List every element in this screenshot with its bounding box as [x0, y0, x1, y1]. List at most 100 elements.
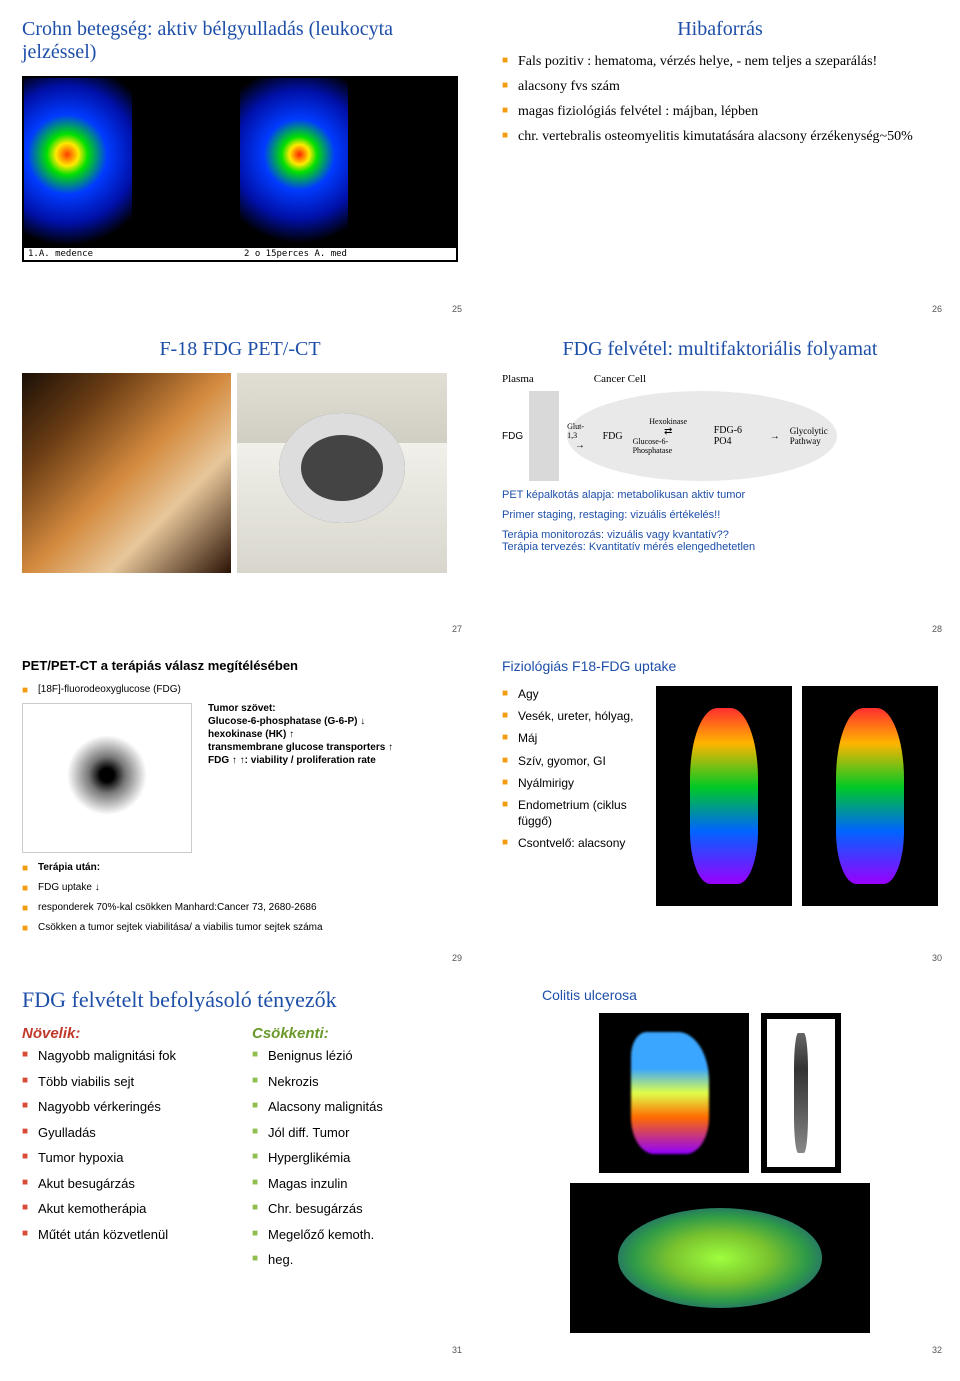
bullet-item: Nagyobb malignitási fok: [22, 1046, 228, 1066]
tumor-line: hexokinase (HK) ↑: [208, 729, 458, 740]
slide-number: 25: [452, 304, 462, 314]
bullet-item: Benignus lézió: [252, 1046, 458, 1066]
bullet-list: Fals pozitiv : hematoma, vérzés helye, -…: [502, 53, 938, 147]
page-grid: Crohn betegség: aktiv bélgyulladás (leuk…: [0, 0, 960, 1361]
pathway-label: Glycolytic Pathway: [790, 426, 837, 446]
note-line: PET képalkotás alapja: metabolikusan akt…: [502, 489, 938, 501]
image-row: [22, 373, 458, 573]
note-line: Terápia tervezés: Kvantitatív mérés elen…: [502, 541, 938, 553]
after-list: Terápia után: FDG uptake ↓ responderek 7…: [22, 861, 458, 935]
plasma-membrane: [529, 391, 559, 481]
bullet-item: Akut besugárzás: [22, 1174, 228, 1194]
bullet-item: Agy: [502, 686, 642, 702]
glut-label: Glut-1,3: [567, 422, 592, 440]
decrease-list: Benignus lézió Nekrozis Alacsony maligni…: [252, 1046, 458, 1270]
slide-31: FDG felvételt befolyásoló tényezők Növel…: [0, 969, 480, 1361]
tumor-line: transmembrane glucose transporters ↑: [208, 742, 458, 753]
bullet-item: Hyperglikémia: [252, 1148, 458, 1168]
slide-number: 30: [932, 953, 942, 963]
slide-title: Hibaforrás: [502, 18, 938, 41]
coronal-scan-left: [656, 686, 792, 906]
bullet-item: heg.: [252, 1250, 458, 1270]
scan-label-left: 1.A. medence: [24, 248, 240, 260]
bullet-item: Műtét után közvetlenül: [22, 1225, 228, 1245]
tumor-line: FDG ↑ ↑: viability / proliferation rate: [208, 755, 458, 766]
increase-header: Növelik:: [22, 1025, 228, 1042]
decrease-header: Csökkenti:: [252, 1025, 458, 1042]
bullet-item: Csökken a tumor sejtek viabilitása/ a vi…: [22, 921, 458, 935]
slide-title: FDG felvételt befolyásoló tényezők: [22, 987, 458, 1013]
sagittal-pet-image: [599, 1013, 749, 1173]
organ-list: Agy Vesék, ureter, hólyag, Máj Szív, gyo…: [502, 686, 642, 852]
slide-title: FDG felvétel: multifaktoriális folyamat: [502, 338, 938, 361]
slide-number: 26: [932, 304, 942, 314]
slide-title: F-18 FDG PET/-CT: [22, 338, 458, 361]
bullet-item: Chr. besugárzás: [252, 1199, 458, 1219]
note-line: Primer staging, restaging: vizuális érté…: [502, 509, 938, 521]
bullet-item: FDG uptake ↓: [22, 881, 458, 895]
bullet-item: Megelőző kemoth.: [252, 1225, 458, 1245]
ct-scanner-photo: [237, 373, 446, 573]
bullet-item: Vesék, ureter, hólyag,: [502, 708, 642, 724]
bullet-item: Nagyobb vérkeringés: [22, 1097, 228, 1117]
scan-label-right: 2 o 15perces A. med: [240, 248, 456, 260]
scan-image-pair: 1.A. medence 2 o 15perces A. med: [22, 76, 458, 262]
hexokinase-label: Hexokinase: [649, 417, 687, 426]
slide-number: 32: [932, 1345, 942, 1355]
cell-oval: Glut-1,3 → FDG Hexokinase ⇄ Glucose-6-Ph…: [567, 391, 837, 481]
bullet-list: [18F]-fluorodeoxyglucose (FDG): [22, 683, 458, 697]
g6p-label: Glucose-6-Phosphatase: [633, 437, 704, 455]
slide-number: 29: [452, 953, 462, 963]
scan-images: [656, 686, 938, 906]
bullet-item: Akut kemotherápia: [22, 1199, 228, 1219]
slide-27: F-18 FDG PET/-CT 27: [0, 320, 480, 640]
sagittal-mip-image: [761, 1013, 841, 1173]
ct-3d-image: [22, 373, 231, 573]
tumor-line: Glucose-6-phosphatase (G-6-P) ↓: [208, 716, 458, 727]
bullet-item: magas fiziológiás felvétel : májban, lép…: [502, 103, 938, 122]
coronal-scan-right: [802, 686, 938, 906]
bullet-item: Endometrium (ciklus függő): [502, 797, 642, 829]
tumor-heading: Tumor szövet:: [208, 703, 458, 714]
slide-26: Hibaforrás Fals pozitiv : hematoma, vérz…: [480, 0, 960, 320]
cancer-cell-label: Cancer Cell: [594, 373, 646, 385]
slide-title: PET/PET-CT a terápiás válasz megítéléséb…: [22, 658, 458, 673]
slide-25: Crohn betegség: aktiv bélgyulladás (leuk…: [0, 0, 480, 320]
notes-block: PET képalkotás alapja: metabolikusan akt…: [502, 489, 938, 553]
slide-number: 27: [452, 624, 462, 634]
bullet-item: Gyulladás: [22, 1123, 228, 1143]
axial-pet-image: [570, 1183, 870, 1333]
pet-scan-image: [22, 703, 192, 853]
cell-diagram: Plasma Cancer Cell FDG Glut-1,3 → FDG He…: [502, 373, 938, 481]
slide-title: Fiziológiás F18-FDG uptake: [502, 658, 938, 674]
increase-list: Nagyobb malignitási fok Több viabilis se…: [22, 1046, 228, 1244]
slide-title: Colitis ulcerosa: [542, 987, 938, 1003]
bullet-item: Csontvelő: alacsony: [502, 835, 642, 851]
slide-29: PET/PET-CT a terápiás válasz megítéléséb…: [0, 640, 480, 969]
bullet-item: chr. vertebralis osteomyelitis kimutatás…: [502, 128, 938, 147]
slide-28: FDG felvétel: multifaktoriális folyamat …: [480, 320, 960, 640]
fdg-label: FDG: [603, 431, 623, 442]
slide-number: 31: [452, 1345, 462, 1355]
bullet-item: [18F]-fluorodeoxyglucose (FDG): [22, 683, 458, 697]
bullet-item: Jól diff. Tumor: [252, 1123, 458, 1143]
bullet-item: Nekrozis: [252, 1072, 458, 1092]
tumor-text-block: Tumor szövet: Glucose-6-phosphatase (G-6…: [208, 703, 458, 853]
bullet-item: Tumor hypoxia: [22, 1148, 228, 1168]
bullet-item: alacsony fvs szám: [502, 78, 938, 97]
bullet-item: Máj: [502, 730, 642, 746]
plasma-label: Plasma: [502, 373, 534, 385]
bullet-item: Magas inzulin: [252, 1174, 458, 1194]
slide-number: 28: [932, 624, 942, 634]
image-group: [502, 1013, 938, 1333]
slide-30: Fiziológiás F18-FDG uptake Agy Vesék, ur…: [480, 640, 960, 969]
bullet-item: Nyálmirigy: [502, 775, 642, 791]
bullet-item: Alacsony malignitás: [252, 1097, 458, 1117]
slide-32: Colitis ulcerosa 32: [480, 969, 960, 1361]
note-line: Terápia monitorozás: vizuális vagy kvant…: [502, 529, 938, 541]
bullet-item: responderek 70%-kal csökken Manhard:Canc…: [22, 901, 458, 915]
fdg6-label: FDG-6 PO4: [714, 425, 760, 447]
slide-title: Crohn betegség: aktiv bélgyulladás (leuk…: [22, 18, 458, 64]
scan-image-right: [240, 78, 348, 248]
scan-image-left: [24, 78, 132, 248]
